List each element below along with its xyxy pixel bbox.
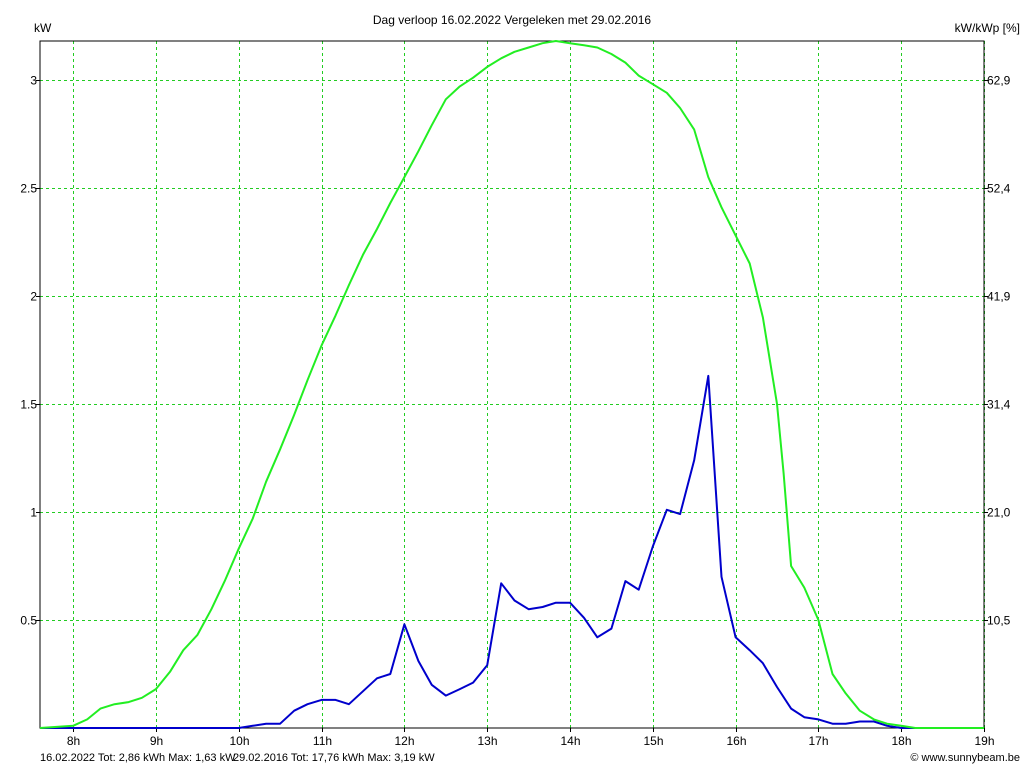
- y-left-tick-label-3: 2: [30, 290, 37, 304]
- x-tick-label-1: 9h: [150, 734, 163, 748]
- legend-series-2: 29.02.2016 Tot: 17,76 kWh Max: 3,19 kW: [233, 752, 435, 764]
- y-right-tick-label-1: 21,0: [987, 506, 1011, 520]
- y-right-tick-label-4: 52,4: [987, 182, 1011, 196]
- x-tick-label-0: 8h: [67, 734, 80, 748]
- x-tick-label-8: 16h: [726, 734, 746, 748]
- legend-series-1: 16.02.2022 Tot: 2,86 kWh Max: 1,63 kW: [40, 752, 236, 764]
- x-tick-label-11: 19h: [974, 734, 994, 748]
- y-left-tick-label-0: 0.5: [20, 614, 37, 628]
- y-right-tick-label-0: 10,5: [987, 614, 1011, 628]
- y-left-tick-label-1: 1: [30, 506, 37, 520]
- y-left-tick-label-4: 2.5: [20, 182, 37, 196]
- axis-ticks: 8h 9h 10h 11h 12h 13h 14h 15h 16h 17h 18h 19h 0.5 1 1.…: [20, 74, 1010, 749]
- y-right-tick-label-5: 62,9: [987, 74, 1011, 88]
- y-right-tick-label-3: 41,9: [987, 290, 1011, 304]
- y-left-tick-label-5: 3: [30, 74, 37, 88]
- y-axis-right-label: kW/kWp [%]: [955, 21, 1020, 35]
- x-tick-label-9: 17h: [808, 734, 828, 748]
- series-line-2: [39, 40, 984, 729]
- x-tick-label-7: 15h: [643, 734, 663, 748]
- x-tick-label-3: 11h: [313, 734, 332, 748]
- chart-title: Dag verloop 16.02.2022 Vergeleken met 29…: [373, 13, 652, 27]
- y-right-tick-label-2: 31,4: [987, 398, 1011, 412]
- series-line-1: [40, 374, 984, 729]
- x-tick-label-10: 18h: [891, 734, 911, 748]
- credit: © www.sunnybeam.be: [910, 752, 1020, 764]
- y-axis-left-label: kW: [34, 21, 52, 35]
- x-tick-label-6: 14h: [560, 734, 580, 748]
- grid: [40, 41, 985, 728]
- x-tick-label-5: 13h: [477, 734, 497, 748]
- y-left-tick-label-2: 1.5: [20, 398, 37, 412]
- x-tick-label-2: 10h: [229, 734, 249, 748]
- series-layer: [39, 40, 984, 729]
- plot-frame: [39, 40, 985, 729]
- x-tick-label-4: 12h: [394, 734, 414, 748]
